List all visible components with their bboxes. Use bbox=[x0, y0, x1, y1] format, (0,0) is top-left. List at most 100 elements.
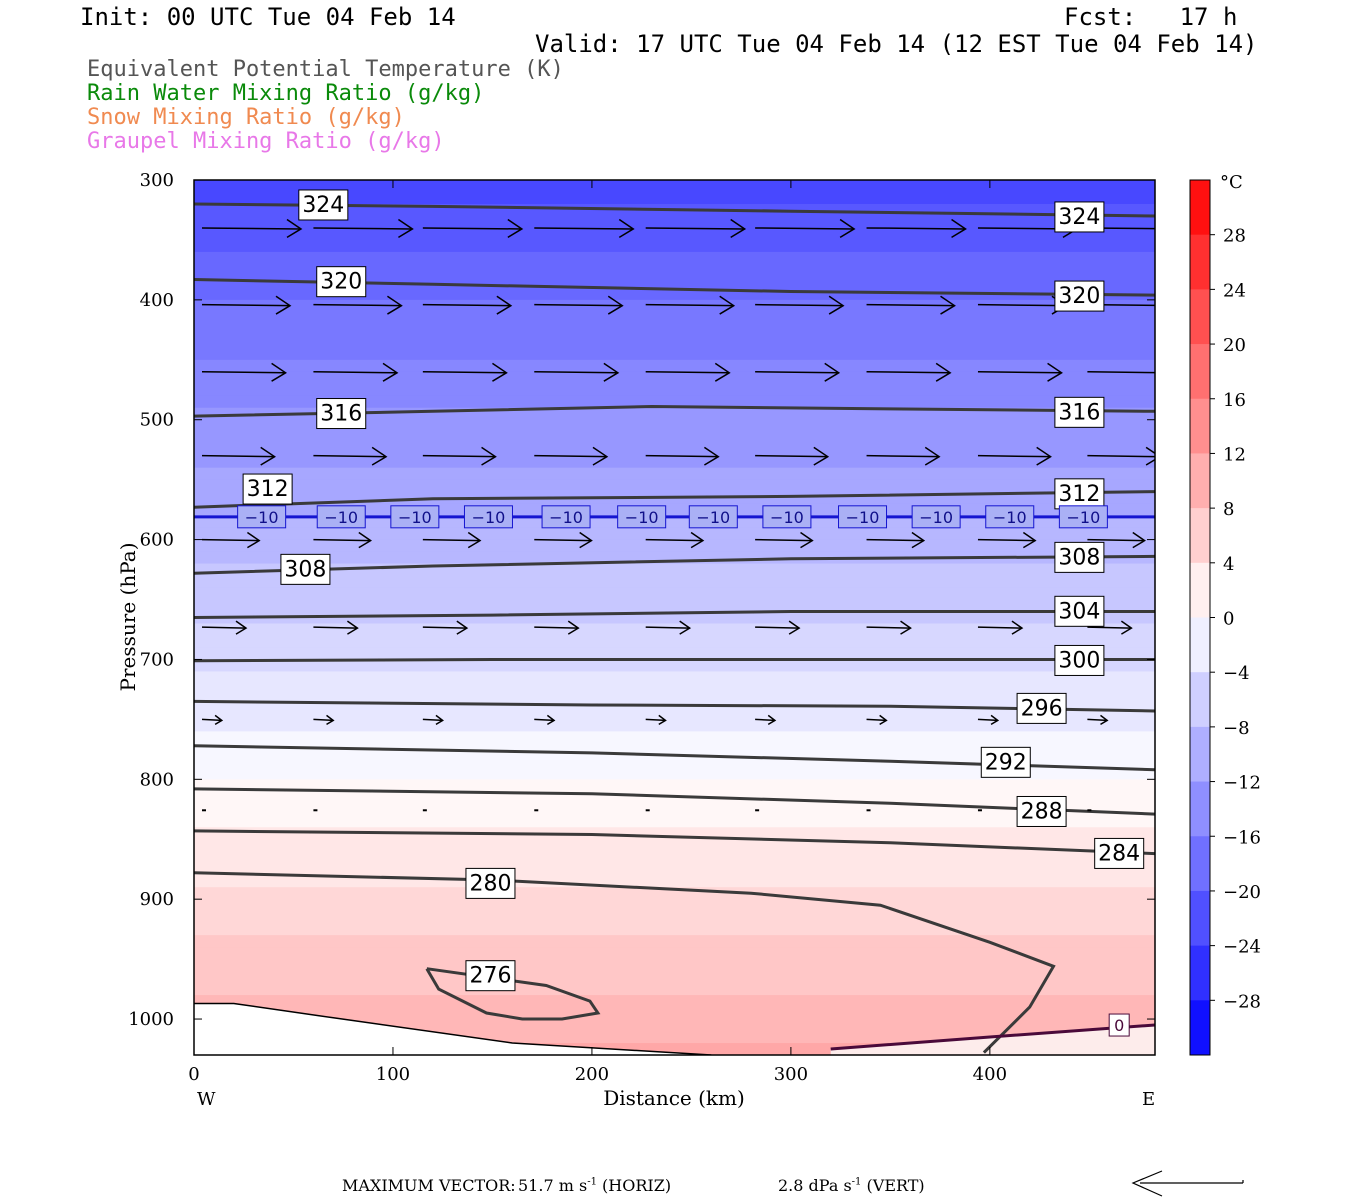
theta-e-label-288-box bbox=[1016, 795, 1067, 827]
wind-arrow-shaft bbox=[534, 538, 592, 542]
x-tick-label: 100 bbox=[376, 1064, 410, 1085]
temp-band bbox=[194, 383, 1155, 397]
temp-band bbox=[194, 479, 1155, 493]
y-tick-label: 300 bbox=[140, 170, 174, 191]
wind-arrow-head bbox=[246, 531, 261, 549]
theta-e-label-300-text: 300 bbox=[1058, 648, 1100, 673]
wind-arrow-head bbox=[387, 295, 403, 315]
temp-band bbox=[194, 251, 1155, 265]
wind-arrow-head bbox=[260, 446, 276, 466]
theta-e-label-312-box bbox=[242, 473, 293, 505]
wind-arrow bbox=[866, 295, 956, 315]
wind-arrow-head bbox=[435, 714, 444, 726]
wind-arrow bbox=[534, 295, 624, 315]
wind-arrow-shaft bbox=[313, 538, 371, 542]
wind-arrow-head bbox=[940, 295, 956, 315]
isotherm-minus10-label: −10 bbox=[1058, 505, 1108, 529]
theta-e-label-288-text: 288 bbox=[1021, 799, 1063, 824]
isotherm-label-box bbox=[316, 505, 366, 529]
x-axis-title: Distance (km) bbox=[603, 1086, 745, 1110]
y-tick-label: 600 bbox=[140, 530, 174, 551]
temp-band bbox=[194, 863, 1155, 876]
wind-arrow bbox=[645, 218, 747, 238]
isotherm-label-text: −10 bbox=[1066, 508, 1100, 527]
wind-arrow bbox=[977, 362, 1063, 382]
x-end-label-east: E bbox=[1142, 1089, 1155, 1110]
colorbar-bin bbox=[1190, 672, 1210, 728]
x-tick-label: 200 bbox=[575, 1064, 609, 1085]
isotherm-minus10-label: −10 bbox=[316, 505, 366, 529]
theta-e-label-308-text: 308 bbox=[284, 557, 326, 582]
wind-arrow-head bbox=[567, 620, 580, 635]
wind-arrow-head bbox=[346, 620, 359, 635]
wind-arrow-head bbox=[481, 446, 497, 466]
wind-arrow-head bbox=[824, 362, 841, 382]
temp-band bbox=[194, 1043, 1155, 1055]
theta-e-label-296-box bbox=[1016, 692, 1067, 724]
wind-arrow-head bbox=[235, 620, 248, 635]
temp-band bbox=[194, 815, 1155, 828]
wind-arrow-shaft bbox=[313, 303, 402, 307]
temp-band bbox=[194, 839, 1155, 852]
wind-arrow-shaft bbox=[201, 454, 275, 458]
wind-arrow-shaft bbox=[422, 538, 481, 542]
wind-arrow-shaft bbox=[977, 626, 1022, 629]
temp-band bbox=[194, 335, 1155, 349]
x-end-label-west: W bbox=[197, 1089, 216, 1110]
wind-arrow-dot bbox=[866, 809, 871, 812]
isotherm-label-text: −10 bbox=[770, 508, 804, 527]
isotherm-minus10-label: −10 bbox=[617, 505, 667, 529]
wind-arrow-head bbox=[679, 620, 692, 635]
wind-arrow bbox=[866, 714, 888, 726]
wind-arrow-shaft bbox=[755, 371, 839, 374]
wind-arrow-head bbox=[690, 531, 705, 549]
theta-e-label-288: 288 bbox=[1016, 795, 1067, 827]
temp-band bbox=[194, 575, 1155, 589]
colorbar-tick-label: 28 bbox=[1223, 226, 1246, 247]
colorbar-tick-label: −16 bbox=[1223, 827, 1261, 848]
wind-arrow-head bbox=[382, 362, 399, 382]
colorbar-tick-label: 20 bbox=[1223, 335, 1246, 356]
colorbar-bin bbox=[1190, 562, 1210, 618]
colorbar-tick-label: 12 bbox=[1223, 444, 1246, 465]
temp-band bbox=[194, 551, 1155, 565]
wind-arrow bbox=[755, 446, 830, 466]
wind-arrow bbox=[977, 809, 982, 812]
wind-arrow-head bbox=[507, 218, 524, 238]
wind-arrow-head bbox=[546, 714, 556, 726]
wind-arrow-shaft bbox=[645, 538, 703, 542]
isotherm-label-text: −10 bbox=[245, 508, 279, 527]
temp-band bbox=[194, 971, 1155, 984]
x-tick-label: 400 bbox=[973, 1064, 1007, 1085]
isotherm-label-box bbox=[617, 505, 667, 529]
temp-band bbox=[194, 755, 1155, 768]
wind-arrow bbox=[645, 531, 705, 549]
temp-band bbox=[194, 623, 1155, 637]
colorbar-bin bbox=[1190, 508, 1210, 564]
wind-arrow-shaft bbox=[1087, 454, 1155, 458]
horiz-value: 51.7 bbox=[518, 1176, 554, 1195]
theta-e-label-284-box bbox=[1094, 837, 1145, 869]
wind-arrow-shaft bbox=[201, 371, 286, 374]
wind-arrow-shaft bbox=[645, 454, 719, 458]
isotherm-label-text: −10 bbox=[398, 508, 432, 527]
wind-arrow bbox=[866, 620, 912, 635]
temp-band bbox=[194, 299, 1155, 313]
wind-arrow bbox=[313, 714, 335, 726]
colorbar-bin bbox=[1190, 453, 1210, 509]
temp-band bbox=[194, 395, 1155, 409]
colorbar-bin bbox=[1190, 945, 1210, 1001]
wind-arrow-head bbox=[703, 446, 720, 466]
wind-arrow-shaft bbox=[1087, 626, 1132, 629]
y-tick-label: 500 bbox=[140, 410, 174, 431]
wind-arrow bbox=[977, 446, 1052, 466]
theta-e-label-312-text: 312 bbox=[247, 477, 289, 502]
theta-e-label-296: 296 bbox=[1016, 692, 1067, 724]
isotherm-minus10-label: −10 bbox=[838, 505, 888, 529]
colorbar-bin bbox=[1190, 617, 1210, 673]
colorbar-bin bbox=[1190, 890, 1210, 947]
colorbar-tick-label: −12 bbox=[1223, 773, 1261, 794]
theta-e-label-312: 312 bbox=[1054, 478, 1105, 510]
wind-arrow bbox=[534, 362, 620, 382]
theta-e-label-324-box bbox=[1054, 201, 1105, 233]
